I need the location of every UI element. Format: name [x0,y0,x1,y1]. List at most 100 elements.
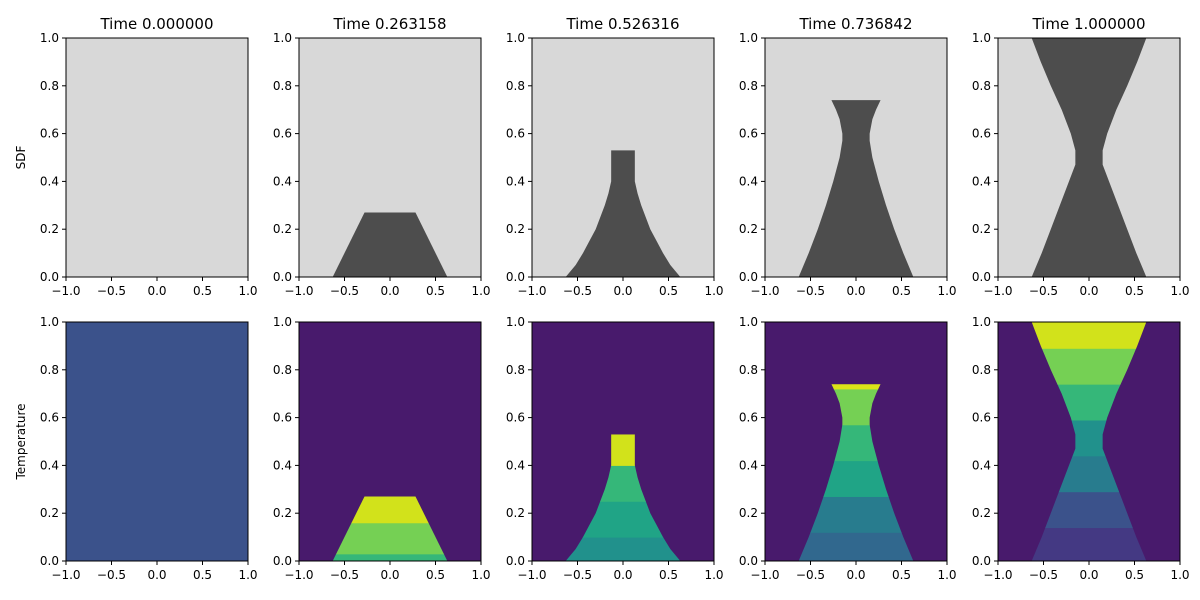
y-tick-label: 0.8 [273,363,292,377]
sdf-panel-3: −1.0 −0.5 0.0 0.5 1.0 0.0 0.2 0.4 0.6 0.8 1.0 Time … [739,15,957,298]
x-tick-label: 0.5 [193,568,212,582]
temperature-band-0 [332,553,448,561]
panel-title: Time 1.000000 [1031,15,1145,33]
y-tick-label: 0.6 [273,127,292,141]
y-tick-label: 1.0 [506,31,525,45]
x-tick-label: 0.0 [147,568,166,582]
x-tick-label: 1.0 [1170,284,1189,298]
x-tick-label: −0.5 [796,284,825,298]
temperature-panel-2: −1.0 −0.5 0.0 0.5 1.0 0.0 0.2 0.4 0.6 0.8 1.0 [506,315,724,582]
y-tick-label: 1.0 [40,31,59,45]
temperature-band-1 [332,522,448,555]
panel-title: Time 0.526316 [565,15,679,33]
y-tick-label: 0.0 [506,554,525,568]
x-tick-label: 0.0 [380,568,399,582]
y-tick-label: 0.6 [40,411,59,425]
x-tick-label: −1.0 [983,568,1012,582]
y-tick-label: 0.6 [972,411,991,425]
temperature-panel-3: −1.0 −0.5 0.0 0.5 1.0 0.0 0.2 0.4 0.6 0.8 1.0 [739,315,957,582]
x-tick-label: 0.0 [846,568,865,582]
y-tick-label: 0.4 [273,174,292,188]
row-label-sdf: SDF [14,146,28,170]
solid-region [565,150,681,277]
x-tick-label: 0.5 [426,568,445,582]
x-tick-label: −0.5 [97,568,126,582]
solid-region [1031,38,1147,277]
x-tick-label: −1.0 [750,284,779,298]
y-tick-label: 0.0 [739,554,758,568]
y-tick-label: 0.2 [739,222,758,236]
x-tick-label: 1.0 [471,568,490,582]
y-tick-label: 1.0 [273,315,292,329]
y-tick-label: 0.8 [273,79,292,93]
x-tick-label: 1.0 [238,568,257,582]
x-tick-label: 0.0 [613,284,632,298]
y-tick-label: 0.0 [40,270,59,284]
x-tick-label: −1.0 [284,568,313,582]
x-tick-label: −0.5 [563,568,592,582]
y-tick-label: 0.0 [506,270,525,284]
x-tick-label: 0.0 [380,284,399,298]
y-tick-label: 1.0 [972,315,991,329]
sdf-panel-1: −1.0 −0.5 0.0 0.5 1.0 0.0 0.2 0.4 0.6 0.8 1.0 Time … [273,15,491,298]
x-tick-label: −1.0 [750,568,779,582]
y-tick-label: 0.6 [506,127,525,141]
x-tick-label: 0.0 [1079,284,1098,298]
temperature-band-0 [1031,527,1147,561]
x-tick-label: −1.0 [284,284,313,298]
y-tick-label: 1.0 [972,31,991,45]
y-tick-label: 0.0 [972,270,991,284]
y-tick-label: 1.0 [506,315,525,329]
y-tick-label: 0.0 [972,554,991,568]
y-tick-label: 0.6 [739,127,758,141]
y-tick-label: 0.2 [273,222,292,236]
temperature-band-0 [565,537,681,561]
x-tick-label: 1.0 [471,284,490,298]
y-tick-label: 0.4 [40,458,59,472]
y-tick-label: 0.2 [273,506,292,520]
y-tick-label: 0.4 [739,458,758,472]
x-tick-label: −0.5 [796,568,825,582]
temperature-panel-1: −1.0 −0.5 0.0 0.5 1.0 0.0 0.2 0.4 0.6 0.8 1.0 [273,315,491,582]
y-tick-label: 0.2 [506,506,525,520]
y-tick-label: 0.2 [40,506,59,520]
y-tick-label: 0.2 [506,222,525,236]
sdf-panel-4: −1.0 −0.5 0.0 0.5 1.0 0.0 0.2 0.4 0.6 0.8 1.0 Time … [972,15,1190,298]
y-tick-label: 0.0 [40,554,59,568]
x-tick-label: 0.5 [1125,284,1144,298]
y-tick-label: 0.6 [739,411,758,425]
y-tick-label: 1.0 [40,315,59,329]
y-tick-label: 1.0 [739,31,758,45]
x-tick-label: 0.5 [892,284,911,298]
x-tick-label: 0.5 [659,284,678,298]
temperature-panel-4: −1.0 −0.5 0.0 0.5 1.0 0.0 0.2 0.4 0.6 0.8 1.0 [972,315,1190,582]
y-tick-label: 0.4 [972,458,991,472]
y-tick-label: 0.8 [40,79,59,93]
x-tick-label: 0.5 [193,284,212,298]
temperature-band-5 [798,384,914,390]
x-tick-label: 1.0 [1170,568,1189,582]
y-tick-label: 1.0 [739,315,758,329]
y-tick-label: 0.2 [739,506,758,520]
y-tick-label: 0.8 [739,363,758,377]
panel-title: Time 0.263158 [332,15,446,33]
x-tick-label: 0.0 [147,284,166,298]
y-tick-label: 0.8 [40,363,59,377]
solid-region [798,100,914,277]
x-tick-label: −0.5 [330,284,359,298]
y-tick-label: 0.8 [506,363,525,377]
x-tick-label: −1.0 [517,568,546,582]
x-tick-label: 0.5 [1125,568,1144,582]
x-tick-label: 1.0 [238,284,257,298]
y-tick-label: 0.8 [972,79,991,93]
y-tick-label: 0.0 [739,270,758,284]
x-tick-label: 1.0 [704,284,723,298]
x-tick-label: −1.0 [51,568,80,582]
y-tick-label: 0.8 [739,79,758,93]
row-label-temperature: Temperature [14,403,28,480]
x-tick-label: −0.5 [563,284,592,298]
y-tick-label: 0.4 [972,174,991,188]
y-tick-label: 0.4 [40,174,59,188]
x-tick-label: 1.0 [704,568,723,582]
x-tick-label: −1.0 [51,284,80,298]
